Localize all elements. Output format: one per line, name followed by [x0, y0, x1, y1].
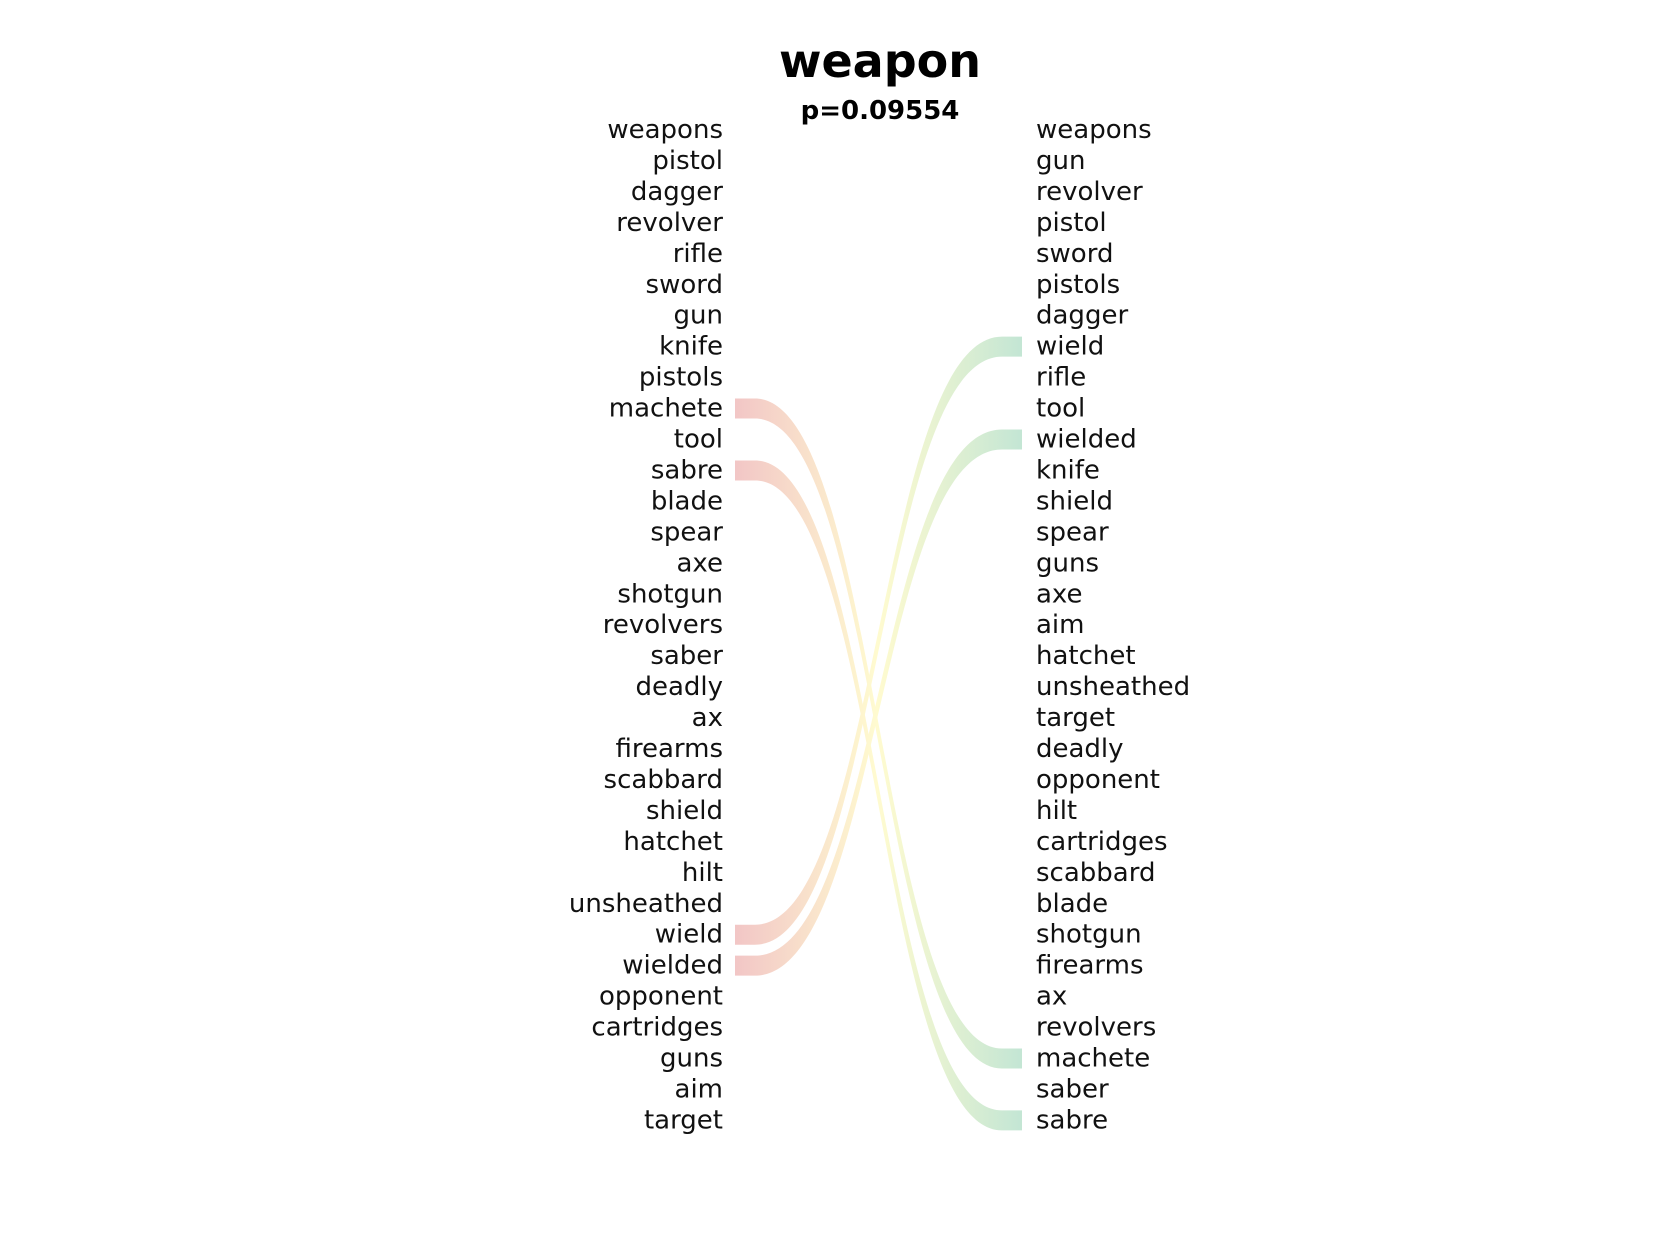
left-word-machete: machete	[609, 394, 723, 424]
left-word-sabre: sabre	[651, 455, 723, 485]
right-word-weapons: weapons	[1036, 115, 1152, 145]
right-word-gun: gun	[1036, 146, 1085, 176]
left-word-revolvers: revolvers	[603, 610, 723, 640]
left-word-unsheathed: unsheathed	[569, 889, 723, 919]
right-word-hatchet: hatchet	[1036, 641, 1136, 671]
right-word-column: weaponsgunrevolverpistolswordpistolsdagg…	[1036, 115, 1190, 1135]
right-word-saber: saber	[1036, 1074, 1109, 1104]
left-word-deadly: deadly	[635, 672, 723, 702]
left-word-pistols: pistols	[639, 363, 723, 393]
right-word-machete: machete	[1036, 1044, 1150, 1074]
right-word-tool: tool	[1036, 394, 1085, 424]
right-word-axe: axe	[1036, 579, 1083, 609]
right-word-sword: sword	[1036, 239, 1113, 269]
link-band-machete	[735, 398, 1022, 1069]
left-word-rifle: rifle	[673, 239, 723, 269]
right-word-blade: blade	[1036, 889, 1108, 919]
left-word-pistol: pistol	[652, 146, 723, 176]
right-word-shield: shield	[1036, 486, 1113, 516]
right-word-dagger: dagger	[1036, 301, 1128, 331]
left-word-aim: aim	[675, 1074, 723, 1104]
left-word-column: weaponspistoldaggerrevolverrifleswordgun…	[569, 115, 723, 1135]
left-word-spear: spear	[650, 517, 723, 547]
diagram-subtitle: p=0.09554	[801, 96, 960, 126]
left-word-ax: ax	[692, 703, 723, 733]
left-word-wield: wield	[655, 920, 723, 950]
left-word-sword: sword	[646, 270, 723, 300]
right-word-ax: ax	[1036, 982, 1067, 1012]
left-word-target: target	[644, 1105, 723, 1135]
right-word-revolvers: revolvers	[1036, 1013, 1156, 1043]
left-word-guns: guns	[660, 1044, 723, 1074]
left-word-shotgun: shotgun	[617, 579, 723, 609]
left-word-blade: blade	[651, 486, 723, 516]
left-word-shield: shield	[646, 796, 723, 826]
right-word-shotgun: shotgun	[1036, 920, 1142, 950]
link-band-wielded	[735, 429, 1022, 976]
right-word-wield: wield	[1036, 332, 1104, 362]
left-word-tool: tool	[674, 425, 723, 455]
right-word-revolver: revolver	[1036, 177, 1143, 207]
right-word-target: target	[1036, 703, 1115, 733]
link-band-wield	[735, 336, 1022, 945]
left-word-opponent: opponent	[599, 982, 723, 1012]
right-word-wielded: wielded	[1036, 425, 1137, 455]
left-word-revolver: revolver	[616, 208, 723, 238]
right-word-pistols: pistols	[1036, 270, 1120, 300]
right-word-aim: aim	[1036, 610, 1084, 640]
right-word-hilt: hilt	[1036, 796, 1077, 826]
left-word-weapons: weapons	[607, 115, 723, 145]
left-word-wielded: wielded	[622, 951, 723, 981]
left-word-knife: knife	[659, 332, 723, 362]
left-word-cartridges: cartridges	[591, 1013, 723, 1043]
left-word-hilt: hilt	[682, 858, 723, 888]
right-word-guns: guns	[1036, 548, 1099, 578]
left-word-scabbard: scabbard	[604, 765, 723, 795]
right-word-knife: knife	[1036, 455, 1100, 485]
right-word-opponent: opponent	[1036, 765, 1160, 795]
right-word-spear: spear	[1036, 517, 1109, 547]
link-band-sabre	[735, 460, 1022, 1131]
right-word-deadly: deadly	[1036, 734, 1124, 764]
right-word-rifle: rifle	[1036, 363, 1086, 393]
left-word-axe: axe	[676, 548, 723, 578]
link-bands	[735, 336, 1022, 1131]
right-word-sabre: sabre	[1036, 1105, 1108, 1135]
right-word-firearms: firearms	[1036, 951, 1144, 981]
right-word-unsheathed: unsheathed	[1036, 672, 1190, 702]
left-word-hatchet: hatchet	[623, 827, 723, 857]
diagram-title: weapon	[779, 34, 981, 88]
right-word-scabbard: scabbard	[1036, 858, 1155, 888]
right-word-pistol: pistol	[1036, 208, 1107, 238]
left-word-firearms: firearms	[615, 734, 723, 764]
right-word-cartridges: cartridges	[1036, 827, 1168, 857]
left-word-dagger: dagger	[631, 177, 723, 207]
left-word-gun: gun	[674, 301, 723, 331]
left-word-saber: saber	[650, 641, 723, 671]
